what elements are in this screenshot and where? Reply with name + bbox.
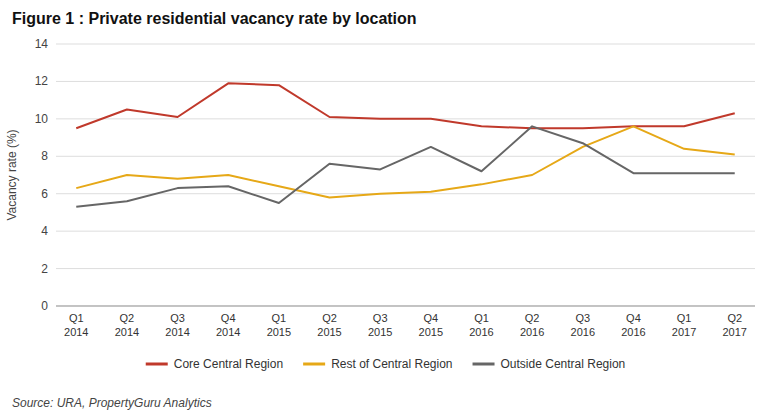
legend: Core Central Region Rest of Central Regio… xyxy=(146,357,626,371)
x-tick-label: Q1 2016 xyxy=(469,312,493,338)
x-tick-label-line: Q4 xyxy=(221,312,236,324)
x-tick-label: Q1 2014 xyxy=(64,312,88,338)
x-tick-label-line: 2014 xyxy=(64,326,88,338)
x-tick-label-line: Q2 xyxy=(322,312,337,324)
x-tick-label: Q4 2015 xyxy=(419,312,443,338)
legend-label: Rest of Central Region xyxy=(331,357,452,371)
source-note: Source: URA, PropertyGuru Analytics xyxy=(12,396,212,410)
title: Figure 1 : Private residential vacancy r… xyxy=(12,10,417,27)
grid-line xyxy=(56,81,755,82)
x-tick-label: Q2 2014 xyxy=(115,312,139,338)
x-tick-label-line: Q2 xyxy=(727,312,742,324)
x-tick-label: Q1 2015 xyxy=(267,312,291,338)
x-tick-label: Q3 2014 xyxy=(165,312,189,338)
x-tick-label-line: Q4 xyxy=(423,312,438,324)
y-tick-label: 10 xyxy=(35,112,49,126)
x-tick-label: Q1 2017 xyxy=(672,312,696,338)
legend-swatch xyxy=(303,363,325,366)
x-axis-line xyxy=(56,306,755,307)
lines xyxy=(76,83,734,207)
x-tick-label-line: 2015 xyxy=(368,326,392,338)
x-tick-label-line: Q1 xyxy=(272,312,287,324)
legend-item: Core Central Region xyxy=(146,357,283,371)
x-tick-label-line: 2014 xyxy=(115,326,139,338)
legend-item: Rest of Central Region xyxy=(303,357,452,371)
x-tick-label: Q3 2015 xyxy=(368,312,392,338)
x-tick-label: Q4 2014 xyxy=(216,312,240,338)
x-tick-label-line: Q3 xyxy=(575,312,590,324)
x-tick-label-line: 2016 xyxy=(469,326,493,338)
legend-swatch xyxy=(146,363,168,366)
legend-label: Core Central Region xyxy=(174,357,283,371)
series-line xyxy=(76,83,734,128)
legend-label: Outside Central Region xyxy=(501,357,626,371)
x-tick-label-line: Q3 xyxy=(170,312,185,324)
x-tick-label-line: 2016 xyxy=(571,326,595,338)
x-tick-label: Q2 2016 xyxy=(520,312,544,338)
x-tick-label-line: Q1 xyxy=(474,312,489,324)
y-tick-label: 4 xyxy=(41,224,48,238)
x-tick-label-line: 2016 xyxy=(621,326,645,338)
x-tick-label-line: 2014 xyxy=(216,326,240,338)
y-tick-label: 14 xyxy=(35,37,49,51)
grid-line xyxy=(56,44,755,45)
chart: Figure 1 : Private residential vacancy r… xyxy=(0,0,771,417)
x-tick-label-line: 2015 xyxy=(317,326,341,338)
x-tick-label-line: 2015 xyxy=(419,326,443,338)
x-tick-label-line: Q2 xyxy=(120,312,135,324)
x-tick-label-line: 2017 xyxy=(672,326,696,338)
x-tick-label-line: Q1 xyxy=(69,312,84,324)
x-tick-label-line: Q2 xyxy=(525,312,540,324)
y-tick-label: 2 xyxy=(41,262,48,276)
x-tick-label-line: Q3 xyxy=(373,312,388,324)
x-tick-label-line: 2015 xyxy=(267,326,291,338)
series-line xyxy=(76,126,734,197)
x-tick-label: Q3 2016 xyxy=(571,312,595,338)
x-tick-label-line: Q1 xyxy=(677,312,692,324)
legend-swatch xyxy=(473,363,495,366)
x-tick-label-line: Q4 xyxy=(626,312,641,324)
y-axis-label: Vacancy rate (%) xyxy=(5,129,19,220)
grid-line xyxy=(56,156,755,157)
grid-line xyxy=(56,268,755,269)
series-line xyxy=(76,126,734,206)
y-tick-label: 12 xyxy=(35,74,49,88)
x-tick-label: Q4 2016 xyxy=(621,312,645,338)
y-tick-label: 6 xyxy=(41,187,48,201)
x-tick-label-line: 2016 xyxy=(520,326,544,338)
grid-line xyxy=(56,231,755,232)
x-tick-label: Q2 2017 xyxy=(722,312,746,338)
y-tick-label: 8 xyxy=(41,149,48,163)
y-tick-label: 0 xyxy=(41,299,48,313)
x-tick-label-line: 2014 xyxy=(165,326,189,338)
x-tick-label-line: 2017 xyxy=(722,326,746,338)
grid-line xyxy=(56,306,755,307)
grid xyxy=(56,44,755,306)
x-tick-label: Q2 2015 xyxy=(317,312,341,338)
legend-item: Outside Central Region xyxy=(473,357,626,371)
